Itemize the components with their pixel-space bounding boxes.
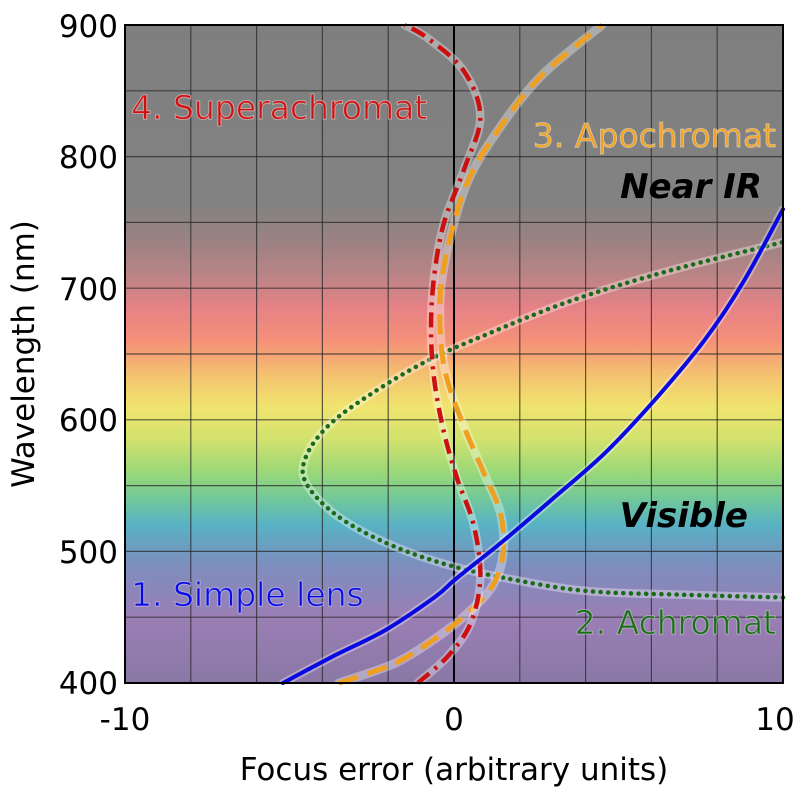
y-tick-label: 900 [59, 9, 118, 45]
series-label-superachromat: 4. Superachromat [131, 88, 427, 127]
series-line-simple-lens [280, 207, 785, 685]
y-tick-label: 700 [59, 272, 118, 308]
plot-frame [124, 24, 784, 684]
series-layer [278, 20, 788, 688]
x-tick-label: 10 [755, 702, 794, 738]
x-tick-label: 0 [444, 702, 464, 738]
region-label-near-ir: Near IR [620, 167, 762, 207]
y-axis-label: Wavelength (nm) [6, 220, 42, 488]
series-line-superachromat [403, 23, 483, 685]
y-tick-label: 600 [59, 403, 118, 439]
x-tick-label: -10 [100, 702, 151, 738]
series-line-apochromat [338, 23, 604, 686]
series-label-achromat: 2. Achromat [575, 603, 776, 642]
x-axis-label: Focus error (arbitrary units) [240, 752, 669, 788]
series-label-apochromat: 3. Apochromat [533, 116, 776, 155]
y-tick-label: 400 [59, 666, 118, 702]
series-line-achromat [300, 239, 786, 600]
y-tick-label: 500 [59, 535, 118, 571]
region-label-visible: Visible [620, 496, 748, 536]
series-label-simple-lens: 1. Simple lens [131, 575, 364, 614]
y-tick-label: 800 [59, 140, 118, 176]
